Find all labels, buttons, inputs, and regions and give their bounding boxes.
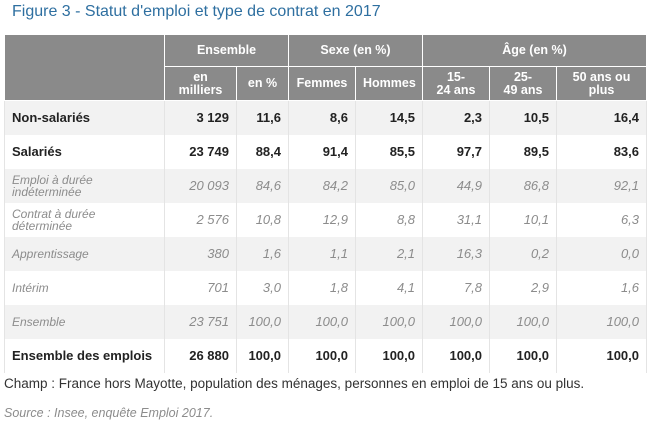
table-cell: 26 880	[164, 338, 237, 373]
table-cell: 0,0	[556, 236, 648, 271]
column-header: Hommes	[354, 66, 424, 101]
table-cell: 3,0	[236, 270, 289, 305]
row-label: Ensemble	[4, 304, 165, 339]
table-cell: 92,1	[556, 168, 648, 203]
table-row: Ensemble des emplois 26 880 100,0 100,0 100,…	[4, 338, 648, 373]
table-cell: 701	[164, 270, 237, 305]
table-cell: 97,7	[422, 134, 491, 169]
table-cell: 44,9	[422, 168, 491, 203]
table-cell: 16,3	[422, 236, 491, 271]
table-cell: 23 749	[164, 134, 237, 169]
column-header: 15- 24 ans	[422, 66, 491, 101]
table-row: Salariés 23 749 88,4 91,4 85,5 97,7 89,5 83,6	[4, 134, 648, 169]
data-table: Ensemble Sexe (en %) Âge (en %) en milli…	[4, 34, 648, 373]
table-cell: 10,8	[236, 202, 289, 237]
table-cell: 31,1	[422, 202, 491, 237]
table-cell: 89,5	[489, 134, 558, 169]
table-cell: 100,0	[422, 304, 491, 339]
column-header: en milliers	[164, 66, 237, 101]
table-row: Intérim 701 3,0 1,8 4,1 7,8 2,9 1,6	[4, 270, 648, 305]
table-cell: 11,6	[236, 100, 289, 135]
group-header-ensemble: Ensemble	[164, 34, 289, 67]
row-label: Contrat à durée déterminée	[4, 202, 165, 237]
table-cell: 2,3	[422, 100, 491, 135]
table-cell: 1,8	[288, 270, 356, 305]
table-cell: 10,5	[489, 100, 558, 135]
table-cell: 85,0	[354, 168, 424, 203]
source-note: Source : Insee, enquête Emploi 2017.	[4, 406, 214, 420]
table-cell: 91,4	[288, 134, 356, 169]
row-label: Apprentissage	[4, 236, 165, 271]
column-header: Femmes	[288, 66, 356, 101]
table-cell: 100,0	[236, 304, 289, 339]
table-cell: 100,0	[489, 338, 558, 373]
table-row: Ensemble 23 751 100,0 100,0 100,0 100,0 100,0 1…	[4, 304, 648, 339]
table-cell: 88,4	[236, 134, 289, 169]
row-label: Ensemble des emplois	[4, 338, 165, 373]
table-cell: 2,9	[489, 270, 558, 305]
table-cell: 8,6	[288, 100, 356, 135]
table-cell: 14,5	[354, 100, 424, 135]
table-row: Emploi à durée indéterminée 20 093 84,6 84,…	[4, 168, 648, 203]
column-header: 50 ans ou plus	[556, 66, 648, 101]
table-row: Apprentissage 380 1,6 1,1 2,1 16,3 0,2 0,0	[4, 236, 648, 271]
column-header: en %	[236, 66, 289, 101]
header-corner	[4, 34, 165, 101]
table-cell: 86,8	[489, 168, 558, 203]
table-cell: 2 576	[164, 202, 237, 237]
scope-note: Champ : France hors Mayotte, population …	[4, 376, 585, 391]
column-header: 25- 49 ans	[489, 66, 558, 101]
table-cell: 1,6	[556, 270, 648, 305]
table-cell: 8,8	[354, 202, 424, 237]
table-cell: 380	[164, 236, 237, 271]
table-cell: 100,0	[422, 338, 491, 373]
table-cell: 0,2	[489, 236, 558, 271]
figure-title: Figure 3 - Statut d'emploi et type de co…	[12, 3, 381, 20]
group-header-sexe: Sexe (en %)	[287, 34, 424, 67]
table-cell: 100,0	[556, 338, 648, 373]
row-label: Intérim	[4, 270, 165, 305]
table-cell: 1,1	[288, 236, 356, 271]
table-cell: 4,1	[354, 270, 424, 305]
table-cell: 3 129	[164, 100, 237, 135]
table-cell: 100,0	[288, 338, 356, 373]
table-cell: 100,0	[489, 304, 558, 339]
table-cell: 100,0	[354, 338, 424, 373]
table-cell: 100,0	[354, 304, 424, 339]
table-cell: 10,1	[489, 202, 558, 237]
row-label: Salariés	[4, 134, 165, 169]
table-row: Non-salariés 3 129 11,6 8,6 14,5 2,3 10,5 16,4	[4, 100, 648, 135]
row-label: Non-salariés	[4, 100, 165, 135]
group-header-age: Âge (en %)	[422, 34, 648, 67]
table-cell: 100,0	[288, 304, 356, 339]
table-cell: 84,6	[236, 168, 289, 203]
table-cell: 23 751	[164, 304, 237, 339]
table-cell: 85,5	[354, 134, 424, 169]
table-cell: 20 093	[164, 168, 237, 203]
table-cell: 100,0	[236, 338, 289, 373]
table-cell: 2,1	[354, 236, 424, 271]
table-cell: 83,6	[556, 134, 648, 169]
row-label: Emploi à durée indéterminée	[4, 168, 165, 203]
table-cell: 84,2	[288, 168, 356, 203]
table-cell: 7,8	[422, 270, 491, 305]
table-cell: 12,9	[288, 202, 356, 237]
table-cell: 1,6	[236, 236, 289, 271]
table-cell: 16,4	[556, 100, 648, 135]
table-cell: 100,0	[556, 304, 648, 339]
table-row: Contrat à durée déterminée 2 576 10,8 12,9 8…	[4, 202, 648, 237]
table-cell: 6,3	[556, 202, 648, 237]
